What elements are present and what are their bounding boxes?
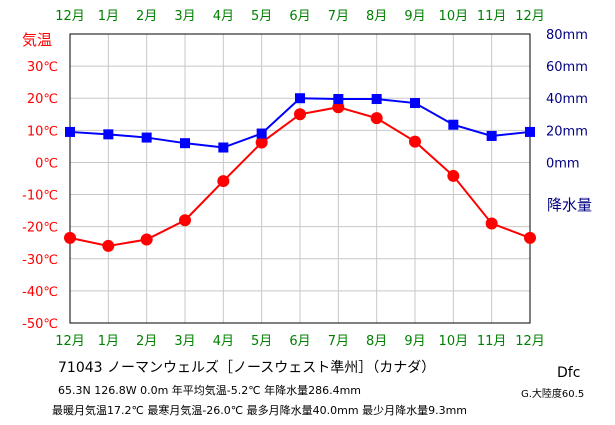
temperature-point	[524, 231, 536, 244]
bottom-month-label: 3月	[174, 334, 195, 349]
top-month-label: 8月	[366, 9, 387, 24]
temperature-tick-label: 10℃	[27, 124, 58, 139]
precipitation-point	[448, 119, 459, 130]
precipitation-point	[256, 128, 267, 139]
bottom-month-label: 5月	[251, 334, 272, 349]
temperature-axis-title: 気温	[22, 31, 52, 49]
bottom-month-label: 7月	[328, 334, 349, 349]
top-month-label: 6月	[289, 9, 310, 24]
precipitation-point	[333, 94, 344, 105]
temperature-point	[485, 217, 498, 230]
bottom-month-labels: 12月 1月 2月 3月 4月 5月 6月 7月 8月 9月 10月 11月 12月	[55, 334, 545, 349]
temperature-tick-label: 0℃	[35, 156, 58, 171]
bottom-month-label: 11月	[477, 334, 507, 349]
temperature-point	[140, 233, 153, 246]
bottom-month-label: 1月	[98, 334, 119, 349]
temperature-point	[447, 169, 460, 182]
bottom-month-label: 12月	[515, 334, 545, 349]
temperature-point	[255, 136, 268, 149]
top-month-labels: 12月 1月 2月 3月 4月 5月 6月 7月 8月 9月 10月 11月 12月	[55, 9, 545, 24]
precipitation-point	[218, 142, 229, 153]
station-title: 71043 ノーマンウェルズ［ノースウェスト準州］（カナダ）	[58, 360, 436, 376]
temperature-point	[370, 112, 383, 125]
temperature-point	[217, 175, 230, 188]
top-month-label: 4月	[213, 9, 234, 24]
bottom-month-label: 4月	[213, 334, 234, 349]
precipitation-point	[180, 138, 190, 149]
temperature-point	[179, 214, 191, 227]
precipitation-tick-label: 20mm	[546, 124, 588, 139]
bottom-month-label: 2月	[136, 334, 157, 349]
temperature-tick-label: -50℃	[22, 317, 58, 332]
climate-classification: Dfc	[557, 365, 581, 381]
top-month-label: 10月	[439, 9, 469, 24]
temperature-tick-label: 20℃	[27, 92, 58, 107]
precipitation-tick-label: 40mm	[546, 92, 588, 107]
bottom-month-label: 10月	[439, 334, 469, 349]
temperature-tick-label: -20℃	[22, 221, 58, 236]
bottom-month-label: 12月	[55, 334, 85, 349]
top-month-label: 7月	[328, 9, 349, 24]
top-month-label: 9月	[404, 9, 425, 24]
precipitation-tick-label: 60mm	[546, 60, 588, 75]
top-month-label: 2月	[136, 9, 157, 24]
precipitation-point	[525, 126, 535, 137]
station-stats-line-2: 最暖月気温17.2℃ 最寒月気温-26.0℃ 最多月降水量40.0mm 最少月降…	[52, 404, 467, 417]
temperature-point	[64, 231, 76, 244]
temperature-tick-label: -40℃	[22, 285, 58, 300]
precipitation-tick-label: 80mm	[546, 28, 588, 43]
temperature-point	[294, 108, 306, 121]
top-month-label: 12月	[55, 9, 85, 24]
temperature-point	[102, 239, 115, 252]
temperature-tick-label: 30℃	[27, 60, 58, 75]
temperature-point	[332, 101, 345, 114]
precipitation-point	[371, 94, 382, 105]
temperature-tick-labels: 30℃ 20℃ 10℃ 0℃ -10℃ -20℃ -30℃ -40℃ -50℃	[22, 60, 58, 332]
precipitation-point	[103, 129, 114, 140]
precipitation-point	[141, 132, 152, 143]
bottom-month-label: 8月	[366, 334, 387, 349]
precipitation-tick-labels: 80mm 60mm 40mm 20mm 0mm	[546, 28, 588, 171]
top-month-label: 3月	[174, 9, 195, 24]
top-month-label: 11月	[477, 9, 507, 24]
top-month-label: 12月	[515, 9, 545, 24]
precipitation-point	[65, 126, 75, 137]
precipitation-point	[486, 130, 497, 141]
precipitation-point	[295, 93, 305, 104]
top-month-label: 5月	[251, 9, 272, 24]
precipitation-axis-title: 降水量	[547, 196, 592, 214]
precipitation-tick-label: 0mm	[546, 156, 580, 171]
continentality-index: G.大陸度60.5	[521, 389, 585, 400]
bottom-month-label: 9月	[404, 334, 425, 349]
top-month-label: 1月	[98, 9, 119, 24]
plot-frame	[69, 33, 531, 324]
precipitation-point	[410, 98, 420, 109]
bottom-month-label: 6月	[289, 334, 310, 349]
temperature-tick-label: -10℃	[22, 189, 58, 204]
chart-grid	[70, 34, 530, 323]
station-stats-line-1: 65.3N 126.8W 0.0m 年平均気温-5.2℃ 年降水量286.4mm	[58, 384, 362, 397]
temperature-tick-label: -30℃	[22, 253, 58, 268]
temperature-point	[409, 135, 421, 148]
data-series	[64, 93, 536, 252]
